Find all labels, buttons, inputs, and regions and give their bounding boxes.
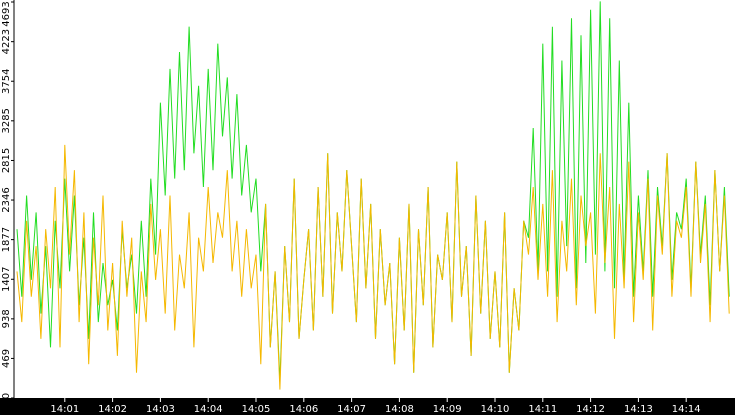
x-tick-label: 14:12 — [576, 404, 605, 415]
x-tick-label: 14:06 — [289, 404, 318, 415]
x-tick-label: 14:09 — [433, 404, 462, 415]
x-tick-label: 14:13 — [624, 404, 653, 415]
y-tick-label: 2346 — [1, 187, 12, 212]
x-tick-label: 14:05 — [242, 404, 271, 415]
y-tick-label: 3285 — [1, 108, 12, 133]
x-tick-label: 14:01 — [50, 404, 79, 415]
x-tick-label: 14:14 — [672, 404, 701, 415]
x-axis-bar — [0, 398, 735, 415]
x-tick-label: 14:10 — [481, 404, 510, 415]
y-tick-label: 469 — [1, 349, 12, 368]
y-tick-label: 3754 — [1, 69, 12, 94]
y-tick-label: 1877 — [1, 227, 12, 252]
x-tick-label: 14:11 — [528, 404, 557, 415]
y-tick-label: 1407 — [1, 267, 12, 292]
y-tick-label: 0 — [1, 393, 12, 399]
y-tick-label: 4693 — [1, 1, 12, 26]
x-tick-label: 14:04 — [194, 404, 223, 415]
y-tick-label: 4223 — [1, 29, 12, 54]
y-tick-label: 938 — [1, 309, 12, 328]
series-line — [16, 144, 730, 390]
x-tick-label: 14:07 — [337, 404, 366, 415]
y-tick-label: 2815 — [1, 148, 12, 173]
x-tick-label: 14:02 — [98, 404, 127, 415]
x-tick-label: 14:03 — [146, 404, 175, 415]
x-tick-label: 14:08 — [385, 404, 414, 415]
